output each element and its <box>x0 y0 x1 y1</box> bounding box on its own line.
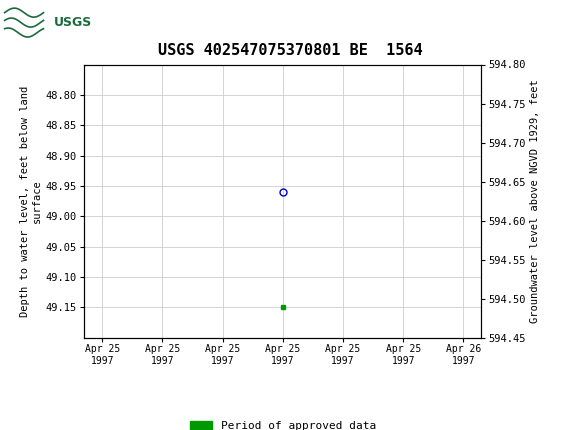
Bar <box>3 3 78 42</box>
Legend: Period of approved data: Period of approved data <box>185 417 380 430</box>
Text: USGS: USGS <box>54 16 92 29</box>
Text: USGS 402547075370801 BE  1564: USGS 402547075370801 BE 1564 <box>158 43 422 58</box>
Y-axis label: Depth to water level, feet below land
surface: Depth to water level, feet below land su… <box>20 86 42 316</box>
Y-axis label: Groundwater level above NGVD 1929, feet: Groundwater level above NGVD 1929, feet <box>530 79 540 323</box>
